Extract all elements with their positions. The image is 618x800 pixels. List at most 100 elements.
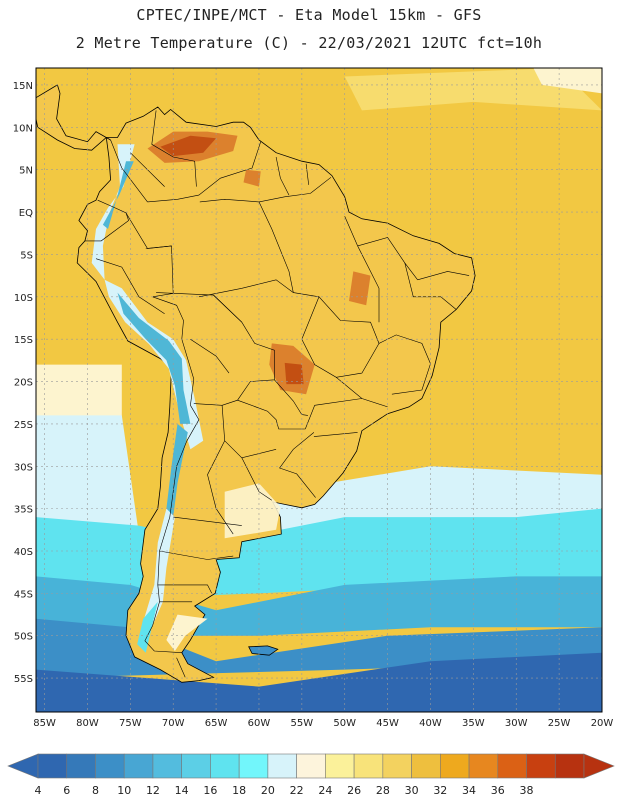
border-line bbox=[279, 432, 316, 498]
colorbar-swatch bbox=[411, 753, 441, 779]
ocean-pale-patch bbox=[533, 68, 602, 94]
andes-cold-cell bbox=[144, 508, 175, 628]
andes-cold-cell bbox=[137, 601, 158, 653]
colorbar-label: 38 bbox=[520, 784, 534, 797]
colorbar-swatch bbox=[526, 753, 556, 779]
colorbar-high-arrow bbox=[583, 753, 615, 779]
pantanal-very-hot bbox=[284, 362, 304, 385]
colorbar-label: 14 bbox=[175, 784, 189, 797]
colorbar-swatch bbox=[210, 753, 240, 779]
country-borders bbox=[84, 110, 470, 678]
roraima-warm bbox=[243, 169, 261, 187]
tocantins-warm bbox=[349, 271, 371, 306]
map-frame bbox=[35, 67, 603, 713]
border-line bbox=[237, 399, 306, 430]
colorbar-label: 12 bbox=[146, 784, 160, 797]
lon-label: 40W bbox=[419, 718, 442, 729]
colorbar-swatch bbox=[37, 753, 68, 779]
lon-label: 45W bbox=[376, 718, 399, 729]
border-line bbox=[125, 212, 172, 249]
lon-label: 20W bbox=[591, 718, 614, 729]
border-line bbox=[151, 110, 197, 187]
lat-label: 5S bbox=[20, 250, 33, 261]
lat-label: EQ bbox=[19, 208, 33, 219]
map-title: CPTEC/INPE/MCT - Eta Model 15km - GFS bbox=[136, 6, 482, 24]
lat-label: 10N bbox=[13, 123, 33, 134]
border-line bbox=[198, 279, 431, 364]
colorbar-label: 20 bbox=[261, 784, 275, 797]
colorbar-label: 4 bbox=[35, 784, 42, 797]
colorbar-label: 26 bbox=[347, 784, 361, 797]
colorbar-swatch bbox=[152, 753, 182, 779]
lat-label: 10S bbox=[14, 293, 33, 304]
colorbar-label: 22 bbox=[290, 784, 304, 797]
lon-label: 85W bbox=[33, 718, 56, 729]
venezuela-very-hot bbox=[160, 135, 217, 157]
colorbar-swatch bbox=[66, 753, 96, 779]
latitude-labels: 15N 10N 5N EQ 5S 10S 15S 20S 25S 30S 35S 40S 45S 50S 5… bbox=[13, 81, 33, 685]
colorbar-label: 24 bbox=[318, 784, 332, 797]
lon-label: 65W bbox=[205, 718, 228, 729]
border-line bbox=[357, 237, 418, 280]
colorbar-swatch bbox=[440, 753, 470, 779]
border-line bbox=[275, 156, 290, 196]
border-line bbox=[305, 163, 309, 185]
border-line bbox=[301, 296, 380, 378]
lat-label: 45S bbox=[14, 589, 33, 600]
colorbar-swatch bbox=[181, 753, 211, 779]
colorbar-swatch bbox=[95, 753, 125, 779]
lon-label: 25W bbox=[548, 718, 571, 729]
colorbar-label: 34 bbox=[462, 784, 476, 797]
border-line bbox=[156, 292, 243, 323]
lon-label: 70W bbox=[162, 718, 185, 729]
border-line bbox=[305, 398, 362, 430]
border-line bbox=[391, 363, 431, 395]
colorbar-swatch bbox=[238, 753, 269, 779]
ocean-band-4 bbox=[36, 652, 602, 712]
colorbar-swatch bbox=[296, 753, 326, 779]
colorbar-swatch bbox=[554, 753, 585, 779]
colorbar-swatch bbox=[123, 753, 154, 779]
lat-label: 5N bbox=[19, 166, 33, 177]
lon-label: 55W bbox=[291, 718, 314, 729]
colorbar-label: 16 bbox=[203, 784, 217, 797]
lon-label: 35W bbox=[462, 718, 485, 729]
longitude-labels: 85W 80W 75W 70W 65W 60W 55W 50W 45W 40W 35W 30W 25W 2… bbox=[33, 718, 613, 729]
colorbar-label: 10 bbox=[117, 784, 131, 797]
colorbar-swatch bbox=[382, 753, 412, 779]
lon-label: 75W bbox=[119, 718, 142, 729]
lat-label: 55S bbox=[14, 674, 33, 685]
andes-cold-cell bbox=[117, 292, 191, 424]
colorbar-swatch bbox=[325, 753, 355, 779]
border-line bbox=[157, 584, 213, 594]
lon-label: 80W bbox=[76, 718, 99, 729]
lon-label: 50W bbox=[333, 718, 356, 729]
colorbar-label: 6 bbox=[63, 784, 70, 797]
lat-lon-grid bbox=[36, 68, 602, 712]
lat-label: 15N bbox=[13, 81, 33, 92]
border-line bbox=[274, 379, 308, 416]
border-line bbox=[313, 432, 358, 437]
lat-label: 30S bbox=[14, 462, 33, 473]
colorbar-label: 36 bbox=[491, 784, 505, 797]
lat-label: 25S bbox=[14, 420, 33, 431]
border-line bbox=[241, 457, 272, 501]
colorbar-label: 30 bbox=[405, 784, 419, 797]
colorbar-label: 32 bbox=[433, 784, 447, 797]
colorbar-label: 8 bbox=[92, 784, 99, 797]
border-line bbox=[95, 258, 165, 314]
border-line bbox=[110, 139, 148, 203]
lon-label: 60W bbox=[248, 718, 271, 729]
border-line bbox=[417, 271, 470, 281]
lat-label: 50S bbox=[14, 632, 33, 643]
andes-cold-cell bbox=[166, 614, 208, 651]
andes-cold-cell bbox=[166, 423, 188, 518]
border-line bbox=[147, 141, 261, 203]
border-line bbox=[199, 177, 332, 203]
map-subtitle: 2 Metre Temperature (C) - 22/03/2021 12U… bbox=[75, 34, 543, 52]
border-line bbox=[344, 216, 380, 323]
colorbar-label: 18 bbox=[232, 784, 246, 797]
border-line bbox=[181, 339, 195, 406]
colorbar-label: 28 bbox=[376, 784, 390, 797]
lat-label: 40S bbox=[14, 547, 33, 558]
